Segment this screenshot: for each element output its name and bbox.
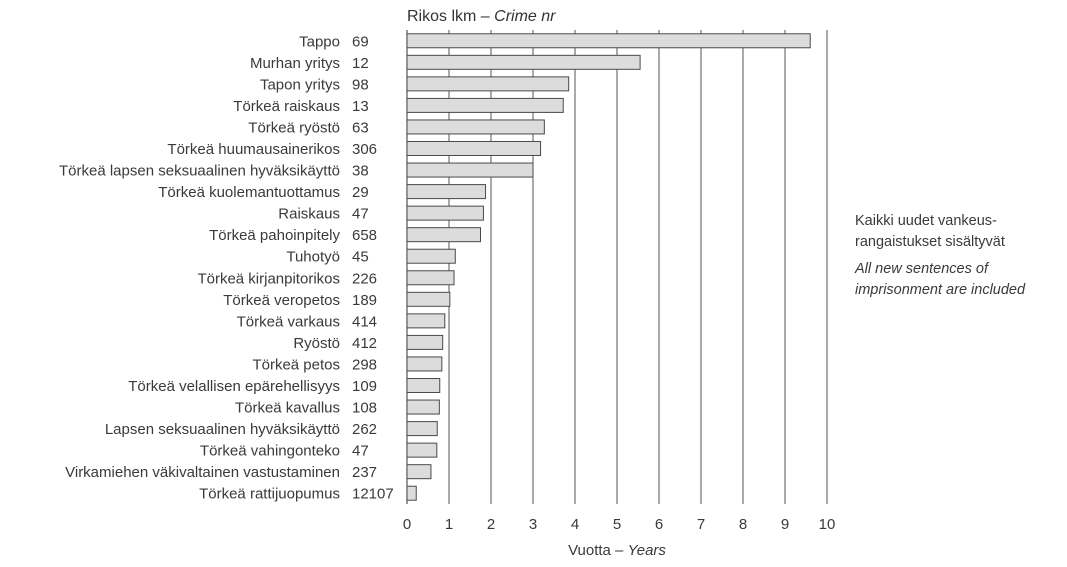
count-label: 412: [352, 335, 377, 352]
count-label: 98: [352, 76, 369, 93]
bar: [406, 76, 570, 92]
bar: [406, 33, 811, 49]
inclusion-note: Kaikki uudet vankeus- rangaistukset sisä…: [855, 211, 1025, 301]
x-tick-label: 5: [613, 516, 621, 533]
x-tick-label: 4: [571, 516, 579, 533]
count-label: 108: [352, 400, 377, 417]
count-labels: 69 12 98 13 63 306 38 29 47 658 45 226 189 414 412 298 1…: [352, 33, 394, 502]
category-label: Tuhotyö: [286, 249, 340, 266]
bar: [406, 248, 456, 264]
note-en-line1: All new sentences of: [855, 261, 988, 277]
count-label: 414: [352, 313, 377, 330]
category-label: Törkeä varkaus: [237, 313, 340, 330]
x-tick-label: 1: [445, 516, 453, 533]
count-label: 306: [352, 141, 377, 158]
count-label: 298: [352, 356, 377, 373]
category-label: Tappo: [299, 33, 340, 50]
x-tick-label: 2: [487, 516, 495, 533]
x-axis-title: Vuotta – Years: [568, 542, 666, 559]
count-label: 12: [352, 55, 369, 72]
x-tick-label: 0: [403, 516, 411, 533]
count-label: 13: [352, 98, 369, 115]
chart-header-separator: –: [476, 8, 494, 25]
count-label: 237: [352, 464, 377, 481]
bar: [406, 378, 441, 393]
count-label: 38: [352, 163, 369, 180]
category-label: Törkeä rattijuopumus: [199, 486, 340, 503]
chart-header-fi: Rikos lkm: [407, 8, 476, 25]
category-label: Törkeä lapsen seksuaalinen hyväksikäyttö: [59, 163, 340, 180]
count-label: 12107: [352, 486, 394, 503]
bar: [406, 356, 443, 372]
bar: [406, 227, 481, 243]
bar: [406, 270, 455, 286]
count-label: 63: [352, 119, 369, 136]
x-tick-label: 3: [529, 516, 537, 533]
count-label: 189: [352, 292, 377, 309]
x-tick-label: 6: [655, 516, 663, 533]
count-label: 658: [352, 227, 377, 244]
category-label: Törkeä huumausainerikos: [167, 141, 340, 158]
bar: [406, 399, 440, 415]
category-label: Törkeä veropetos: [223, 292, 340, 309]
count-label: 226: [352, 270, 377, 287]
chart-header-en: Crime nr: [494, 8, 556, 25]
category-label: Murhan yritys: [250, 55, 340, 72]
category-labels: Tappo Murhan yritys Tapon yritys Törkeä rai…: [59, 33, 340, 502]
bar: [406, 97, 564, 113]
category-label: Tapon yritys: [260, 76, 340, 93]
count-label: 47: [352, 443, 369, 460]
count-label: 29: [352, 184, 369, 201]
note-en-line2: imprisonment are included: [855, 282, 1026, 298]
category-label: Törkeä kavallus: [235, 400, 340, 417]
bar: [406, 464, 432, 480]
category-label: Törkeä kirjanpitorikos: [197, 270, 340, 287]
bar: [406, 485, 417, 501]
category-label: Törkeä kuolemantuottamus: [158, 184, 340, 201]
category-label: Törkeä petos: [252, 356, 340, 373]
category-label: Törkeä pahoinpitely: [209, 227, 340, 244]
category-label: Törkeä ryöstö: [248, 119, 340, 136]
count-label: 262: [352, 421, 377, 438]
chart-header: Rikos lkm – Crime nr: [407, 8, 556, 25]
x-tick-labels: 0 1 2 3 4 5 6 7 8 9 10: [403, 516, 836, 533]
count-label: 45: [352, 249, 369, 266]
category-label: Törkeä raiskaus: [233, 98, 340, 115]
bar: [406, 421, 438, 437]
count-label: 47: [352, 206, 369, 223]
bar: [406, 205, 484, 221]
note-fi-line1: Kaikki uudet vankeus-: [855, 213, 997, 229]
bar: [406, 313, 446, 329]
x-axis-title-separator: –: [611, 542, 628, 559]
x-axis-title-fi: Vuotta: [568, 542, 611, 559]
category-label: Lapsen seksuaalinen hyväksikäyttö: [105, 421, 340, 438]
x-tick-label: 8: [739, 516, 747, 533]
bars: [406, 33, 811, 501]
x-tick-label: 7: [697, 516, 705, 533]
category-label: Ryöstö: [293, 335, 340, 352]
bar: [406, 54, 641, 70]
x-axis-title-en: Years: [628, 542, 667, 559]
bar: [406, 141, 542, 156]
note-fi-line2: rangaistukset sisältyvät: [855, 234, 1005, 250]
category-label: Törkeä vahingonteko: [200, 443, 340, 460]
count-label: 109: [352, 378, 377, 395]
bar: [406, 291, 451, 307]
category-label: Raiskaus: [278, 206, 340, 223]
category-label: Virkamiehen väkivaltainen vastustaminen: [65, 464, 340, 481]
bar: [406, 442, 438, 458]
count-label: 69: [352, 33, 369, 50]
x-tick-label: 10: [819, 516, 836, 533]
x-tick-label: 9: [781, 516, 789, 533]
bar: [406, 162, 534, 178]
category-label: Törkeä velallisen epärehellisyys: [128, 378, 340, 395]
bar: [406, 119, 545, 135]
bar: [406, 334, 444, 350]
bar: [406, 184, 487, 200]
